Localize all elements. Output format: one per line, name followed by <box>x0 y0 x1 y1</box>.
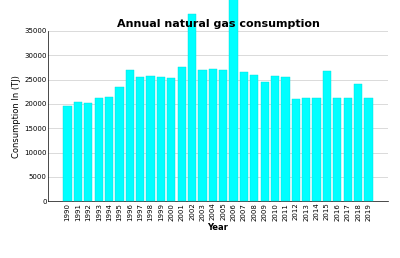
Bar <box>344 98 352 201</box>
Bar <box>126 70 134 201</box>
Bar <box>167 78 176 201</box>
Bar <box>230 0 238 201</box>
Bar <box>219 70 227 201</box>
Bar <box>136 77 144 201</box>
Bar <box>209 69 217 201</box>
Bar <box>271 76 279 201</box>
Bar <box>260 82 269 201</box>
X-axis label: Year: Year <box>208 223 228 232</box>
Bar <box>105 97 113 201</box>
Bar <box>323 71 331 201</box>
Bar <box>250 75 258 201</box>
Bar <box>64 106 72 201</box>
Title: Annual natural gas consumption: Annual natural gas consumption <box>116 19 320 29</box>
Bar <box>281 77 290 201</box>
Bar <box>333 98 342 201</box>
Bar <box>240 72 248 201</box>
Bar <box>302 98 310 201</box>
Bar <box>115 87 124 201</box>
Bar <box>157 77 165 201</box>
Bar <box>198 70 206 201</box>
Bar <box>74 101 82 201</box>
Bar <box>354 84 362 201</box>
Y-axis label: Consumption In (TJ): Consumption In (TJ) <box>12 75 21 158</box>
Bar <box>292 99 300 201</box>
Bar <box>178 67 186 201</box>
Bar <box>188 14 196 201</box>
Bar <box>312 98 321 201</box>
Bar <box>94 98 103 201</box>
Bar <box>364 98 372 201</box>
Bar <box>146 76 155 201</box>
Bar <box>84 103 92 201</box>
